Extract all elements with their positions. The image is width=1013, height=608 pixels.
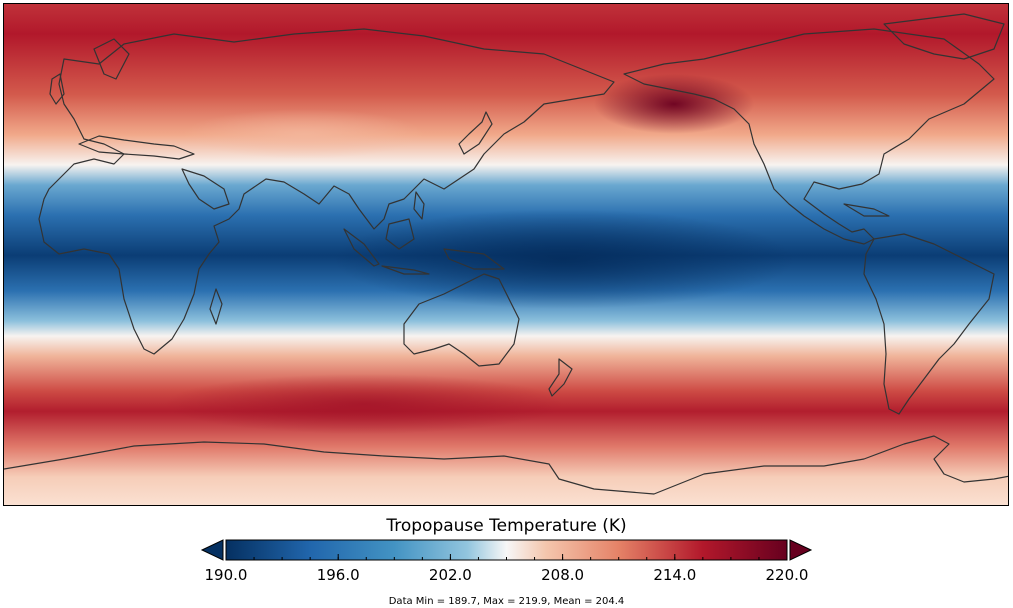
colorbar-max-extend [789,539,813,561]
coastline-borneo [385,218,415,250]
southern-indian-warm-band [164,374,564,434]
colorbar-tick-label: 196.0 [316,566,360,584]
coastline-new-zealand [548,358,573,397]
coastline-uk [49,73,65,105]
colorbar-tick-label: 220.0 [765,566,809,584]
map-canvas [4,4,1008,505]
coastline-philippines [413,191,425,220]
gulf-of-alaska-warm-core [594,74,754,134]
data-stats: Data Min = 189.7, Max = 219.9, Mean = 20… [388,596,625,607]
coastline-madagascar [209,288,223,325]
coastline-java [381,265,430,275]
colorbar-min-extend [200,539,224,561]
pacific-cold-core [334,209,794,309]
colorbar-tick-label: 202.0 [428,566,472,584]
coastline-north-america [623,28,995,245]
coastline-australia [403,273,520,367]
colorbar-title: Tropopause Temperature (K) [386,516,627,536]
coastline-cuba [843,203,890,217]
colorbar-tick-label: 214.0 [653,566,697,584]
colorbar [200,539,813,561]
colorbar-tick-label: 208.0 [541,566,585,584]
coastline-new-guinea [443,248,505,270]
coastline-sumatra [343,228,380,267]
coastline-mediterranean [78,135,195,160]
coastline-greenland [883,13,1005,60]
coastline-antarctica [4,435,1008,495]
coastlines [4,13,1008,495]
coastline-japan [458,111,493,155]
coastline-south-america [863,233,995,415]
map-panel [3,3,1009,506]
colorbar-tick-label: 190.0 [204,566,248,584]
coastline-scandinavia [93,38,130,80]
coastline-eurasia-africa [38,28,615,355]
coastline-arabia [181,168,230,210]
colorbar-ticks [225,554,788,560]
central-asia-pale-region [184,109,424,159]
